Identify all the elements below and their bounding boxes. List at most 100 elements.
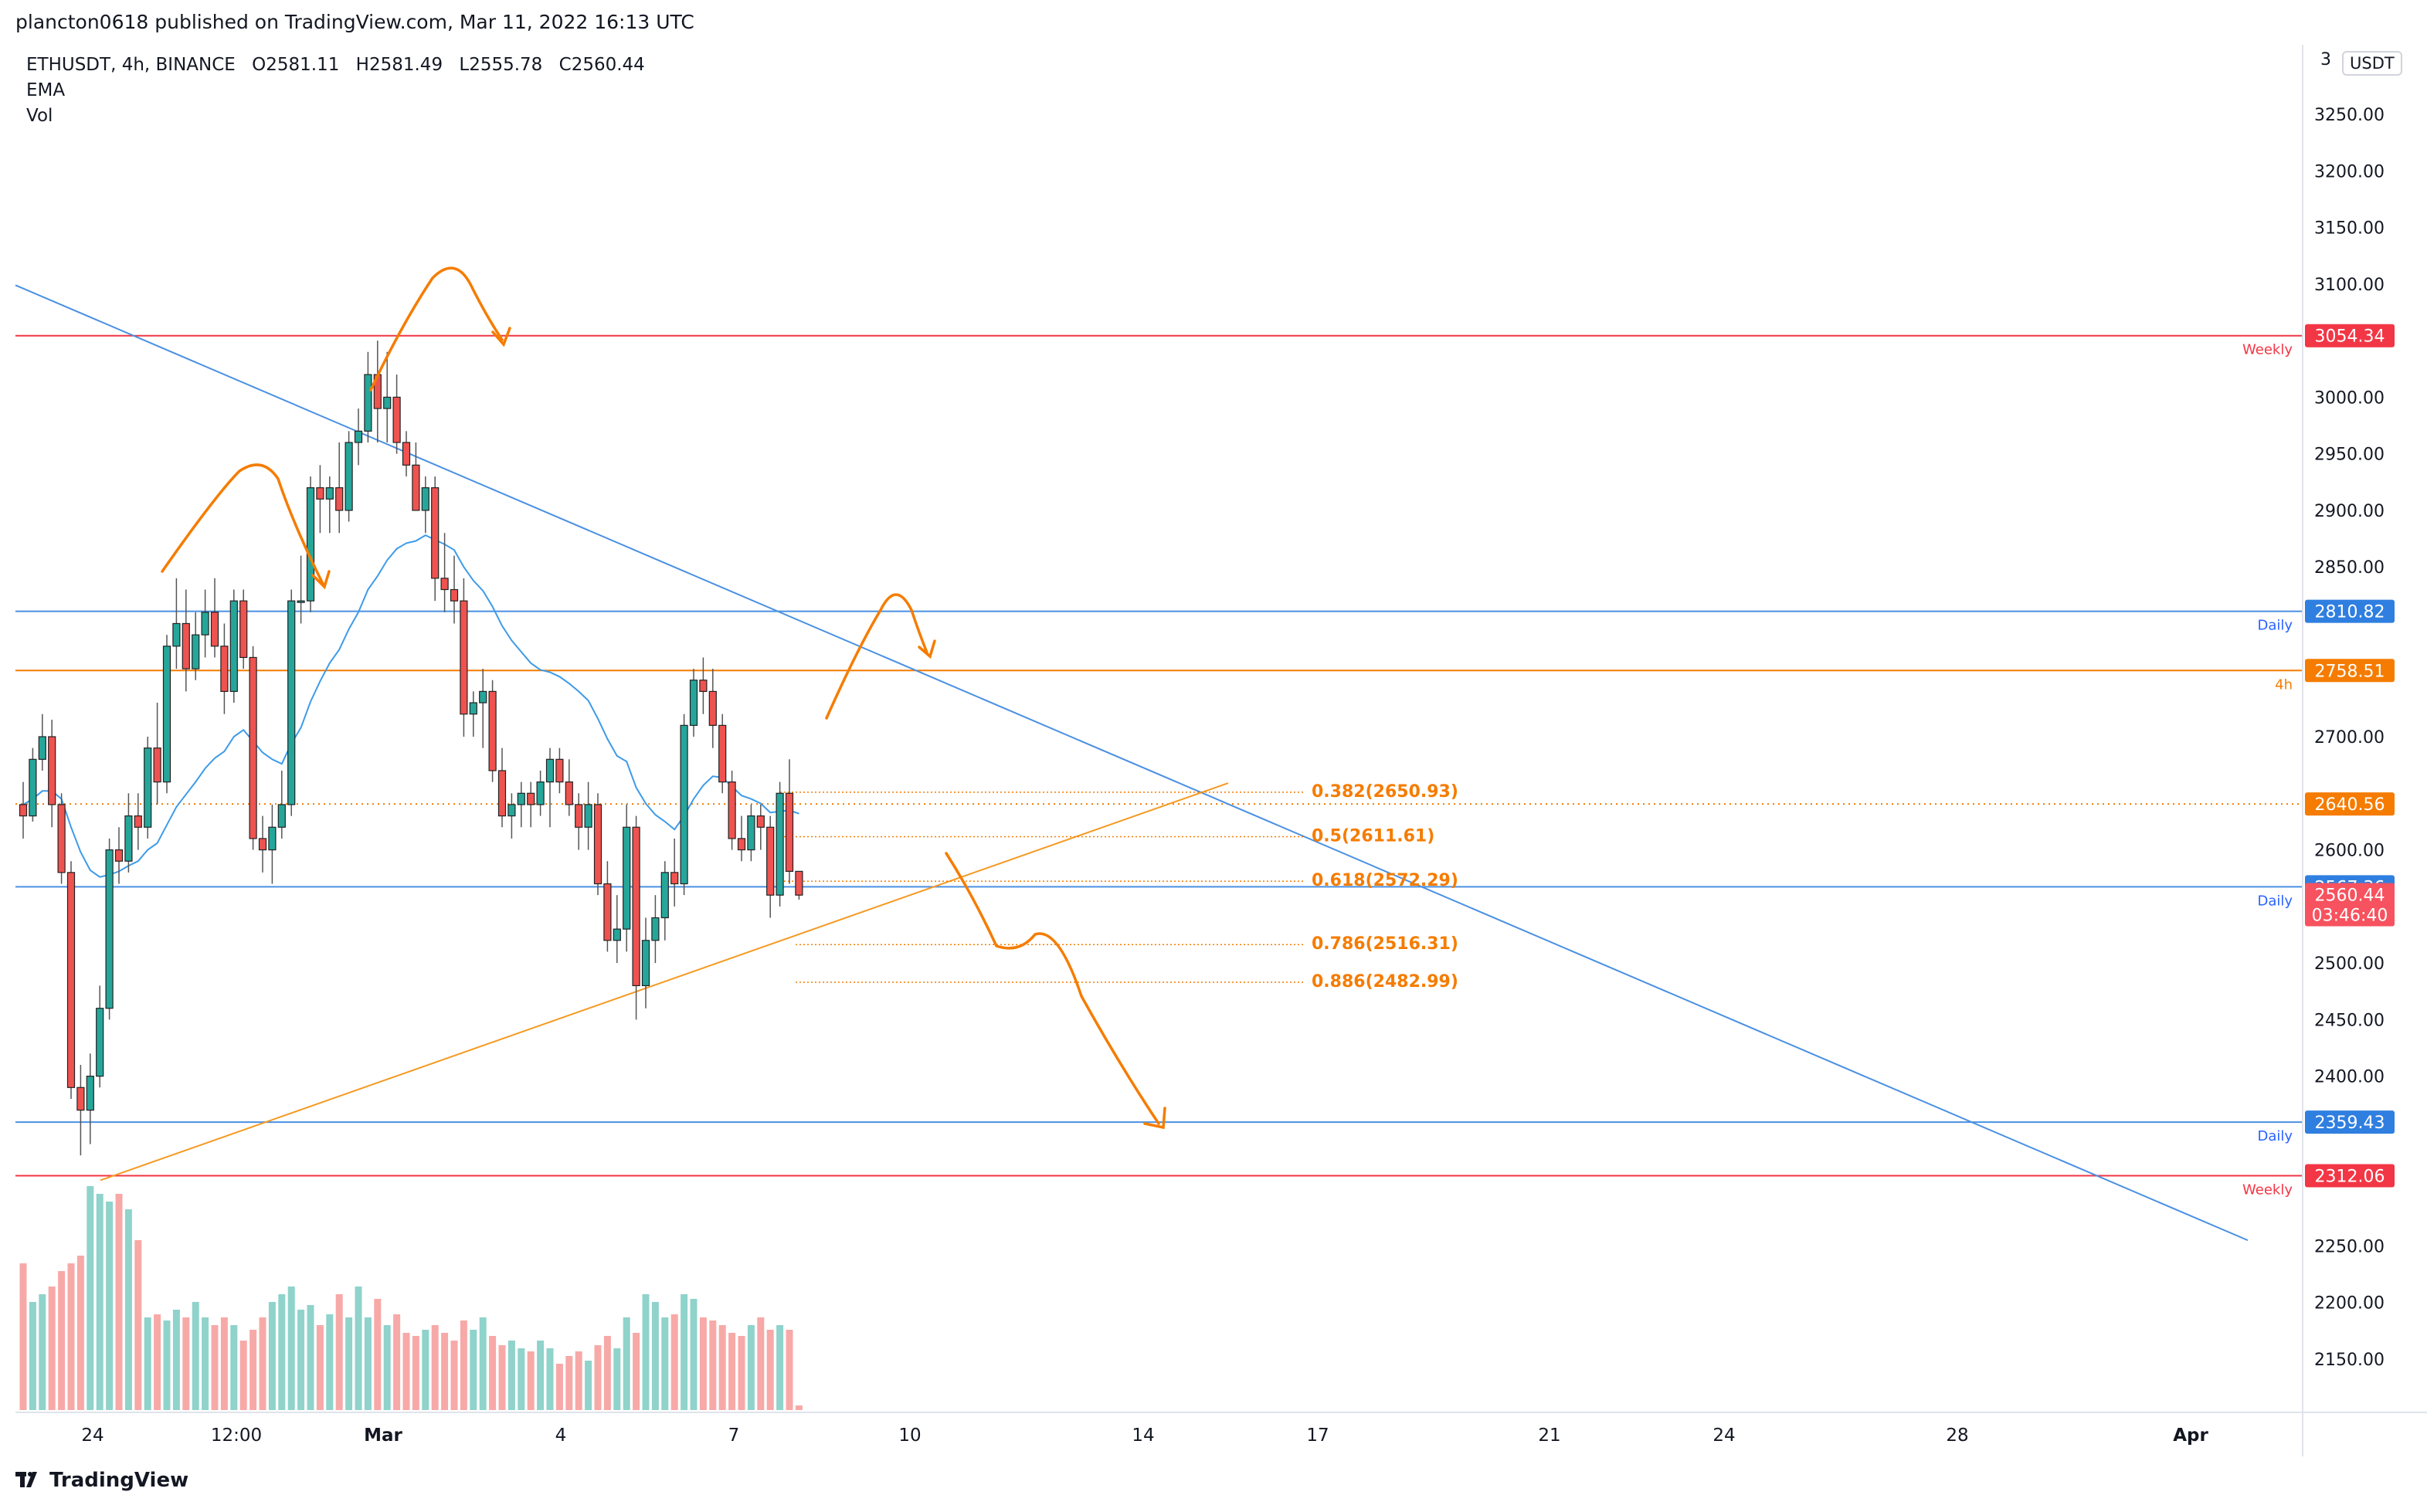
candle-body: [593, 804, 603, 885]
price-tag-box: [2305, 792, 2395, 816]
volume-bar: [297, 1310, 305, 1410]
volume-bar: [479, 1317, 487, 1410]
price-tick-label: 2250.00: [2314, 1237, 2385, 1256]
trendlines: [15, 284, 2249, 1242]
candle-body: [737, 838, 746, 851]
candle-body: [565, 781, 573, 805]
drawn-arrows: [161, 266, 1166, 1130]
candle-body: [29, 758, 37, 817]
candle-body: [316, 486, 324, 500]
volume-bar: [633, 1333, 640, 1410]
candle-body: [689, 680, 698, 726]
level-tag: Weekly: [2242, 1182, 2293, 1198]
price-chart[interactable]: Weekly Daily 4h Daily Daily Weekly 0.382(2650…: [0, 0, 2427, 1467]
currency-button[interactable]: USDT: [2342, 51, 2402, 76]
legend-volume[interactable]: Vol: [26, 106, 53, 126]
hand-drawn-arrow: [825, 593, 936, 720]
volume-bar: [422, 1330, 429, 1410]
legend-symbol[interactable]: ETHUSDT, 4h, BINANCE: [26, 55, 236, 75]
volume-bar: [144, 1317, 151, 1410]
volume-bar: [239, 1341, 247, 1410]
volume-bar: [623, 1317, 630, 1410]
price-tick-partial: 3: [2320, 50, 2331, 69]
candle-body: [412, 464, 420, 511]
candle-body: [699, 680, 708, 692]
hand-drawn-arrow: [369, 266, 511, 392]
volume-bar: [163, 1320, 171, 1410]
price-tick-label: 2850.00: [2314, 558, 2385, 578]
volume-bar: [757, 1317, 765, 1410]
volume-bar: [709, 1320, 717, 1410]
volume-bar: [278, 1294, 286, 1410]
candle-body: [96, 1008, 104, 1077]
volume-bar: [518, 1348, 525, 1410]
volume-bar: [326, 1314, 334, 1410]
candle-body: [536, 781, 545, 805]
volume-bar: [681, 1294, 688, 1410]
fib-label: 0.886(2482.99): [1312, 972, 1458, 992]
candle-body: [86, 1076, 94, 1111]
candle-body: [623, 826, 631, 930]
volume-bar: [498, 1345, 506, 1410]
volume-bar: [412, 1336, 419, 1410]
hand-drawn-arrow: [161, 463, 331, 590]
legend-symbol-row: ETHUSDT, 4h, BINANCE O2581.11 H2581.49 L…: [26, 53, 656, 78]
volume-bars: [19, 1186, 803, 1410]
candle-body: [670, 872, 679, 885]
volume-bar: [335, 1294, 343, 1410]
level-tag: Daily: [2257, 618, 2293, 634]
price-tag-label: 2312.06: [2315, 1168, 2385, 1187]
fib-retracement: 0.382(2650.93) 0.5(2611.61) 0.618(2572.29)…: [780, 782, 1458, 992]
volume-bar: [718, 1325, 726, 1410]
volume-bar: [642, 1294, 650, 1410]
volume-bar: [431, 1325, 439, 1410]
horizontal-levels: Weekly Daily 4h Daily Daily Weekly: [15, 334, 2302, 1198]
volume-bar: [58, 1271, 66, 1410]
tradingview-logo[interactable]: TradingView: [15, 1469, 188, 1492]
price-tick-label: 2700.00: [2314, 728, 2385, 748]
price-tag-label: 2758.51: [2315, 662, 2385, 681]
candle-body: [287, 600, 296, 805]
candle-body: [335, 486, 344, 511]
candle-body: [172, 622, 181, 647]
volume-bar: [106, 1202, 114, 1410]
volume-bar: [651, 1302, 659, 1410]
candle-body: [680, 724, 688, 885]
candle-body: [660, 872, 669, 919]
tradingview-icon: [15, 1472, 37, 1487]
level-tag: Daily: [2257, 1128, 2293, 1144]
candle-body: [756, 815, 765, 828]
price-tag-box: [2305, 659, 2395, 683]
price-tag-box: [2305, 1164, 2395, 1188]
candle-body: [497, 770, 507, 817]
time-tick-label: 10: [898, 1426, 921, 1446]
volume-bar: [537, 1341, 545, 1410]
volume-bar: [393, 1314, 401, 1410]
time-tick-label: 21: [1538, 1426, 1560, 1446]
candle-body: [201, 612, 209, 636]
fib-label: 0.786(2516.31): [1312, 934, 1458, 954]
volume-bar: [507, 1341, 515, 1410]
price-tag-label: 2810.82: [2315, 603, 2385, 622]
volume-bar: [134, 1240, 142, 1410]
time-tick-label: 4: [555, 1426, 567, 1446]
volume-bar: [87, 1186, 94, 1410]
price-tick-label: 2900.00: [2314, 502, 2385, 521]
price-axis-border: [2302, 45, 2303, 1456]
legend-ema[interactable]: EMA: [26, 80, 66, 100]
candle-body: [144, 748, 152, 828]
candle-body: [345, 442, 353, 511]
volume-bar: [19, 1263, 27, 1410]
candle-body: [440, 578, 449, 591]
price-tag-box: [2305, 883, 2395, 927]
volume-bar: [96, 1194, 104, 1410]
volume-bar: [738, 1336, 745, 1410]
candle-body: [76, 1087, 85, 1111]
symbol-legend: ETHUSDT, 4h, BINANCE O2581.11 H2581.49 L…: [26, 53, 656, 129]
volume-bar: [182, 1317, 190, 1410]
legend-close: C2560.44: [558, 55, 645, 75]
time-tick-label: 24: [81, 1426, 104, 1446]
hand-drawn-arrow: [945, 852, 1166, 1130]
candle-body: [507, 804, 516, 817]
candle-body: [708, 690, 717, 726]
